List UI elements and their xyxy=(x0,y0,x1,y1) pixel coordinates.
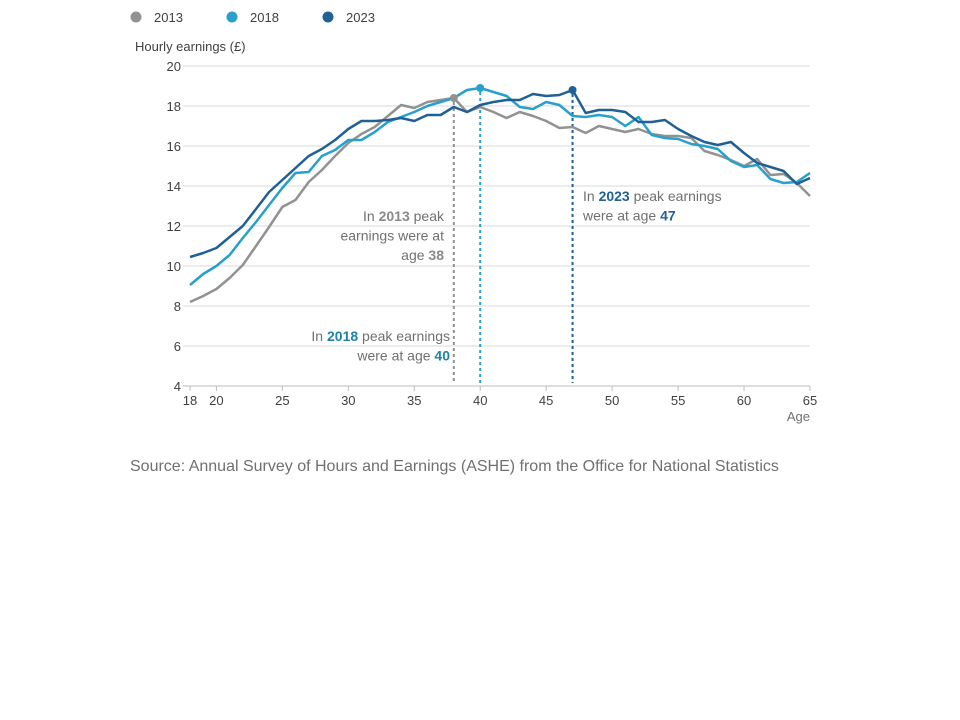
x-axis-label: Age xyxy=(787,409,810,424)
y-tick-label: 4 xyxy=(174,379,181,394)
legend-marker-2023 xyxy=(322,11,334,23)
x-tick-label: 50 xyxy=(605,393,619,408)
peak-marker-2013 xyxy=(449,94,458,102)
x-tick-label: 30 xyxy=(341,393,355,408)
gridlines xyxy=(183,65,810,387)
source-note: Source: Annual Survey of Hours and Earni… xyxy=(130,458,779,475)
annotations: In 2013 peak earnings were at age 38 In 201… xyxy=(311,188,721,364)
y-tick-label: 16 xyxy=(167,139,181,154)
x-tick-label: 35 xyxy=(407,393,421,408)
series-lines xyxy=(189,84,811,304)
annotation-2013-line: age 38 xyxy=(401,247,444,263)
series-line-2013 xyxy=(189,96,811,304)
annotation-2018-line: were at age 40 xyxy=(356,348,450,364)
x-axis-ticks: 18 20 25 30 35 40 45 50 55 60 65 xyxy=(183,386,817,408)
y-axis-label: Hourly earnings (£) xyxy=(135,39,246,54)
legend-marker-2013 xyxy=(130,11,142,23)
peak-marker-2018 xyxy=(476,84,485,92)
legend: 2013 2018 2023 xyxy=(130,10,375,25)
series-line-2018 xyxy=(189,86,811,286)
y-tick-label: 20 xyxy=(167,59,181,74)
y-tick-label: 18 xyxy=(167,99,181,114)
annotation-2013-line: earnings were at xyxy=(340,228,444,244)
x-tick-label: 18 xyxy=(183,393,197,408)
y-tick-label: 8 xyxy=(174,299,181,314)
x-tick-label: 55 xyxy=(671,393,685,408)
annotation-2023-line: were at age 47 xyxy=(582,208,676,224)
y-tick-label: 10 xyxy=(167,259,181,274)
y-tick-label: 14 xyxy=(167,179,181,194)
legend-label-2023: 2023 xyxy=(346,10,375,25)
y-tick-label: 6 xyxy=(174,339,181,354)
y-tick-label: 12 xyxy=(167,219,181,234)
x-tick-label: 40 xyxy=(473,393,487,408)
legend-label-2013: 2013 xyxy=(154,10,183,25)
peak-reference-lines xyxy=(452,92,574,383)
x-tick-label: 20 xyxy=(209,393,223,408)
x-tick-label: 45 xyxy=(539,393,553,408)
annotation-2023-line: In 2023 peak earnings xyxy=(583,188,722,204)
x-tick-label: 25 xyxy=(275,393,289,408)
earnings-by-age-chart: 2013 2018 2023 Hourly earnings (£) 4681012… xyxy=(130,10,817,424)
x-tick-label: 60 xyxy=(737,393,751,408)
annotation-2018-line: In 2018 peak earnings xyxy=(311,328,450,344)
series-line-2023 xyxy=(189,88,811,259)
legend-marker-2018 xyxy=(226,11,238,23)
legend-label-2018: 2018 xyxy=(250,10,279,25)
peak-marker-2023 xyxy=(568,86,577,94)
x-tick-label: 65 xyxy=(803,393,817,408)
annotation-2013-line: In 2013 peak xyxy=(363,208,445,224)
y-axis-ticks: 4 6 8 10 12 14 16 18 20 xyxy=(167,59,181,394)
